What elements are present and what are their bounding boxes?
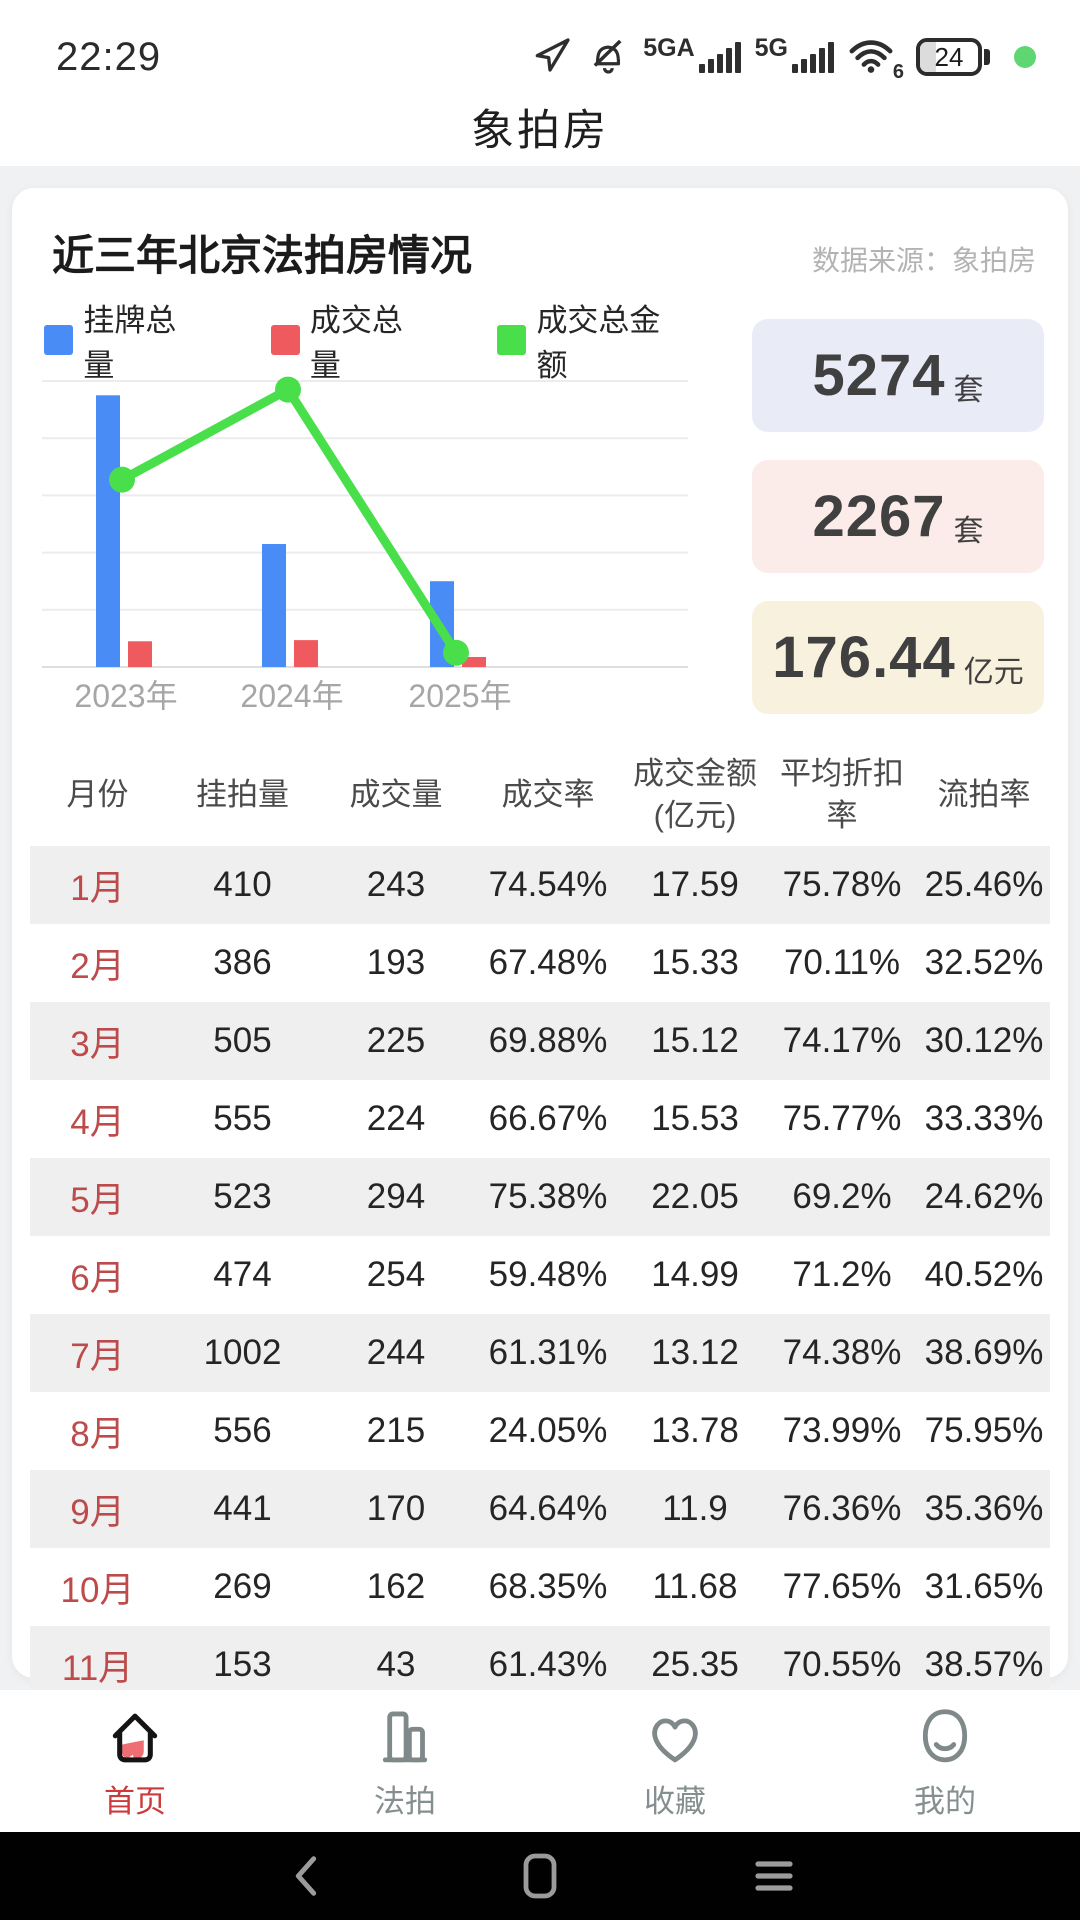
table-row: 5月 523 294 75.38% 22.05 69.2% 24.62% [30, 1158, 1050, 1236]
stat-card-1: 2267 套 [752, 460, 1044, 573]
heart-icon [639, 1702, 711, 1774]
clock: 22:29 [56, 34, 162, 79]
x-axis-label-0: 2023年 [74, 678, 177, 714]
wifi-icon: 6 [848, 35, 904, 83]
back-button[interactable] [275, 1845, 337, 1907]
auction-icon [369, 1702, 441, 1774]
trend-chart[interactable]: 2023年 2024年 2025年 [42, 367, 688, 726]
stat-card-0: 5274 套 [752, 319, 1044, 432]
line-point-1 [275, 376, 301, 403]
table-row: 9月 441 170 64.64% 11.9 76.36% 35.36% [30, 1470, 1050, 1548]
signal-5g: 5G [755, 34, 834, 73]
table-header-5: 平均折扣 率 [780, 756, 904, 833]
network-type-label: 5GA [643, 33, 695, 62]
table-row: 4月 555 224 66.67% 15.53 75.77% 33.33% [70, 1099, 1044, 1142]
table-header-4: 成交金额 (亿元) [633, 756, 757, 833]
home-icon [99, 1702, 171, 1774]
data-source-label: 数据来源：象拍房 [811, 245, 1036, 276]
monthly-data-table: 月份 挂拍量 成交量 成交率 成交金额 (亿元) 平均折扣 率流拍率 1月 410 243 74.… [30, 744, 1050, 1704]
legend-swatch-icon [44, 325, 74, 355]
report-card: 近三年北京法拍房情况 数据来源：象拍房 挂牌总量 成交总量 成交总金额 2023年 2… [12, 188, 1068, 1704]
app-title: 象拍房 [471, 107, 609, 155]
table-row: 6月 474 254 59.48% 14.99 71.2% 40.52% [70, 1255, 1044, 1298]
profile-icon [909, 1702, 981, 1774]
app-header: 象拍房 [0, 88, 1080, 166]
line-point-2 [443, 639, 469, 666]
network-type-label-2: 5G [754, 33, 788, 62]
bar-成交总量-2 [462, 656, 486, 667]
home-button[interactable] [509, 1845, 571, 1907]
recents-button[interactable] [743, 1845, 805, 1907]
legend-item-0: 挂牌总量 [44, 295, 205, 385]
table-header-6: 流拍率 [937, 777, 1031, 812]
line-point-0 [109, 466, 135, 493]
bar-成交总量-1 [294, 640, 318, 667]
table-header-0: 月份 [66, 777, 129, 812]
bottom-tab-bar: 首页 法拍 收藏 我的 [0, 1690, 1080, 1832]
summary-cards: 5274 套 2267 套 176.44 亿元 [752, 319, 1044, 726]
stat-card-2: 176.44 亿元 [752, 601, 1044, 714]
legend-item-1: 成交总量 [270, 295, 432, 385]
battery-icon: 24 [916, 38, 982, 76]
x-axis-label-1: 2024年 [240, 678, 343, 714]
legend-swatch-icon [270, 325, 300, 355]
wifi-gen-label: 6 [892, 60, 904, 83]
legend-item-2: 成交总金额 [497, 295, 688, 385]
tab-item-首页[interactable]: 首页 [0, 1702, 270, 1821]
status-bar: 22:29 5GA 5G 6 [0, 0, 1080, 88]
table-row: 10月 269 162 68.35% 11.68 77.65% 31.65% [60, 1567, 1044, 1610]
tab-item-收藏[interactable]: 收藏 [540, 1702, 810, 1821]
page-background: 近三年北京法拍房情况 数据来源：象拍房 挂牌总量 成交总量 成交总金额 2023年 2… [0, 166, 1080, 1704]
android-navigation-bar [0, 1832, 1080, 1920]
table-row: 1月 410 243 74.54% 17.59 75.78% 25.46% [30, 846, 1050, 924]
x-axis-label-2: 2025年 [408, 678, 511, 714]
chart-legend: 挂牌总量 成交总量 成交总金额 [42, 303, 688, 383]
legend-swatch-icon [497, 325, 527, 355]
location-icon [533, 35, 573, 80]
table-header-2: 成交量 [349, 777, 443, 812]
bar-挂牌总量-1 [262, 544, 286, 667]
panel-title: 近三年北京法拍房情况 [52, 232, 473, 279]
bar-成交总量-0 [128, 641, 152, 667]
tab-item-我的[interactable]: 我的 [810, 1702, 1080, 1821]
mute-bell-icon [587, 34, 629, 81]
table-row: 2月 386 193 67.48% 15.33 70.11% 32.52% [70, 943, 1044, 986]
table-row: 8月 556 215 24.05% 13.78 73.99% 75.95% [70, 1411, 1044, 1454]
table-header-3: 成交率 [501, 777, 595, 812]
table-row: 7月 1002 244 61.31% 13.12 74.38% 38.69% [30, 1314, 1050, 1392]
signal-5ga: 5GA [643, 34, 741, 73]
battery-level: 24 [934, 41, 964, 72]
tab-item-法拍[interactable]: 法拍 [270, 1702, 540, 1821]
table-row: 3月 505 225 69.88% 15.12 74.17% 30.12% [30, 1002, 1050, 1080]
bar-挂牌总量-0 [96, 395, 120, 667]
table-header-1: 挂拍量 [196, 777, 289, 812]
privacy-indicator-dot [1014, 46, 1036, 68]
